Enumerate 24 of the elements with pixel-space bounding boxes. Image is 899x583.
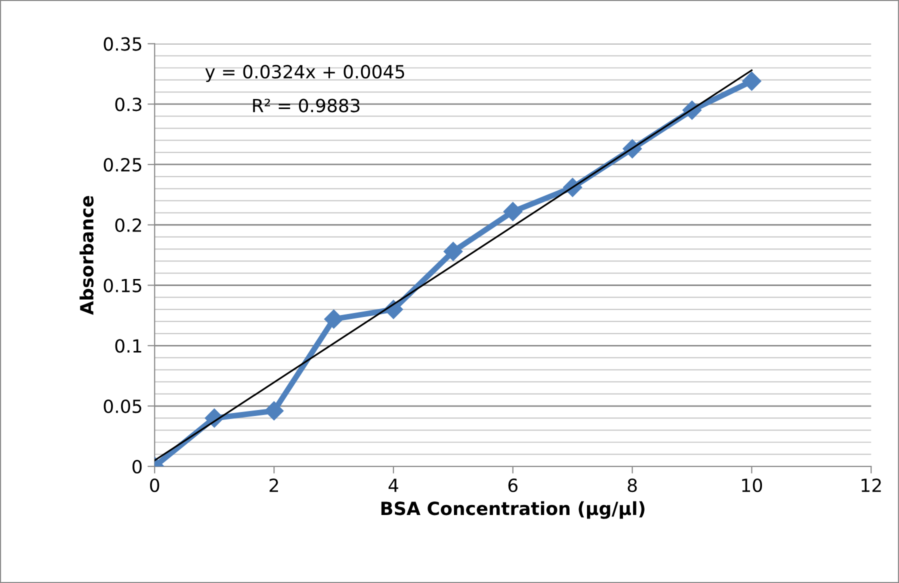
y-tick-label: 0.1 (115, 339, 142, 353)
point (444, 242, 463, 261)
y-tick-label: 0.3 (115, 98, 142, 112)
point (324, 310, 344, 329)
y-tick-label: 0.25 (104, 158, 142, 172)
y-tick-label: 0 (132, 460, 142, 474)
x-tick-label: 0 (150, 478, 160, 492)
y-tick-label: 0.05 (104, 399, 142, 414)
y-tick-label: 0.15 (104, 278, 142, 292)
point (503, 202, 522, 222)
point (264, 401, 284, 420)
x-axis-title: BSA Concentration (µg/µl) (381, 501, 644, 519)
annotation: y = 0.0324x + 0.0045 (205, 64, 404, 82)
x-tick-label: 10 (742, 478, 762, 492)
y-tick-label: 0.2 (115, 218, 142, 232)
x-tick-label: 6 (508, 478, 518, 492)
annotation: R² = 0.9883 (253, 98, 360, 112)
x-tick-label: 2 (270, 478, 278, 492)
point (742, 72, 762, 91)
x-tick-label: 8 (628, 478, 637, 492)
y-axis-title: Absorbance (80, 196, 94, 315)
y-tick-label: 0.35 (104, 37, 142, 51)
x-tick-label: 12 (862, 478, 881, 492)
x-tick-label: 4 (388, 478, 398, 492)
